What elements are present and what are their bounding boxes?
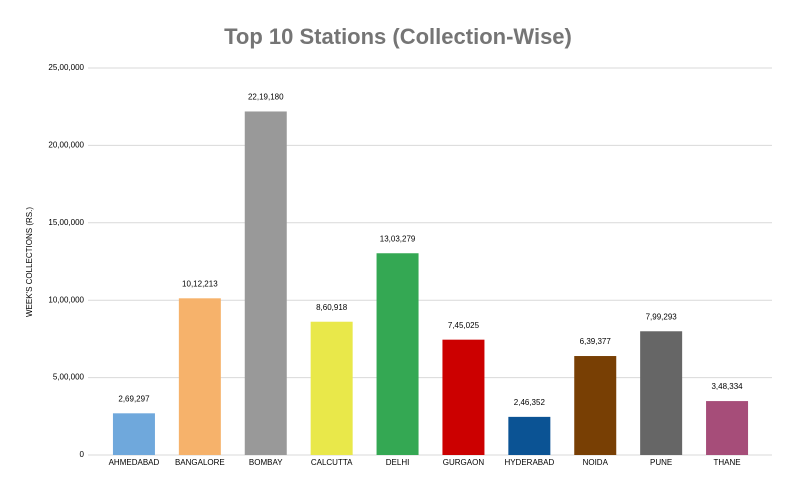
x-tick-label: HYDERABAD xyxy=(504,458,554,467)
x-tick-label: CALCUTTA xyxy=(311,458,353,467)
value-label: 10,12,213 xyxy=(182,279,218,288)
bar xyxy=(376,253,419,455)
x-tick-label: BANGALORE xyxy=(175,458,225,467)
value-label: 22,19,180 xyxy=(248,93,284,102)
value-label: 3,48,334 xyxy=(711,382,743,391)
x-tick-label: THANE xyxy=(713,458,740,467)
bar xyxy=(310,321,353,455)
x-tick-label: PUNE xyxy=(650,458,672,467)
chart-title: Top 10 Stations (Collection-Wise) xyxy=(224,24,572,49)
value-label: 6,39,377 xyxy=(580,337,612,346)
y-tick-label: 15,00,000 xyxy=(48,218,84,227)
x-tick-label: AHMEDABAD xyxy=(109,458,160,467)
bar xyxy=(640,331,683,455)
y-tick-label: 20,00,000 xyxy=(48,141,84,150)
bar xyxy=(442,339,485,455)
bar xyxy=(112,413,155,455)
value-label: 8,60,918 xyxy=(316,303,348,312)
x-tick-label: BOMBAY xyxy=(249,458,283,467)
bar xyxy=(706,401,749,455)
y-tick-label: 0 xyxy=(80,450,85,459)
x-tick-label: GURGAON xyxy=(443,458,485,467)
value-label: 13,03,279 xyxy=(380,234,416,243)
value-label: 2,46,352 xyxy=(514,398,546,407)
y-tick-label: 25,00,000 xyxy=(48,63,84,72)
y-axis-label: WEEK'S COLLECTIONS (RS.) xyxy=(25,207,34,317)
y-tick-label: 5,00,000 xyxy=(53,373,85,382)
bar xyxy=(244,111,287,455)
value-label: 2,69,297 xyxy=(118,394,150,403)
x-tick-label: NOIDA xyxy=(583,458,609,467)
bar xyxy=(508,416,551,455)
x-tick-label: DELHI xyxy=(386,458,410,467)
value-label: 7,99,293 xyxy=(646,312,678,321)
bar xyxy=(574,356,617,455)
bar xyxy=(178,298,221,455)
value-label: 7,45,025 xyxy=(448,321,480,330)
y-tick-label: 10,00,000 xyxy=(48,295,84,304)
